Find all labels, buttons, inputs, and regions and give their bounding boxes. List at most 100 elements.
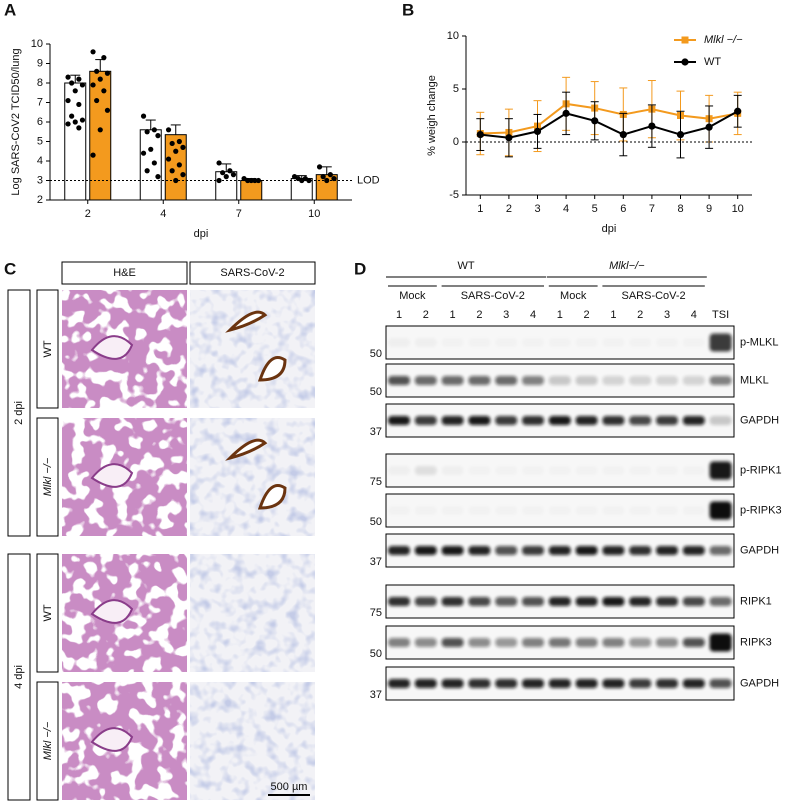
blot-label: GAPDH (740, 414, 779, 426)
blot-band (388, 376, 410, 385)
blot-band (656, 416, 678, 425)
blot-band (441, 416, 464, 425)
blot-band (415, 338, 437, 347)
blot-band (548, 546, 571, 555)
marker (533, 127, 542, 135)
data-point (169, 168, 175, 174)
data-point (101, 55, 107, 61)
column-header-box (189, 261, 316, 285)
blot-band (549, 466, 571, 475)
data-point (140, 150, 147, 156)
x-tick-label: 2 (85, 208, 91, 220)
blot-label: MLKL (740, 374, 769, 386)
blot-band (388, 506, 410, 515)
blot-band (468, 416, 491, 425)
row-box (36, 553, 59, 673)
blot-band (548, 376, 571, 385)
x-tick-label: 5 (592, 203, 598, 215)
blot-band (575, 638, 598, 647)
blot-band (548, 597, 571, 606)
data-point (155, 133, 161, 139)
lane-label: 1 (610, 309, 616, 321)
x-tick-label: 2 (506, 203, 512, 215)
data-point (230, 172, 237, 178)
blot-label: GAPDH (740, 677, 779, 689)
blot-band (522, 466, 544, 475)
ihc-stain (257, 356, 287, 382)
group-box (7, 289, 31, 537)
marker (562, 109, 570, 117)
blot-band (709, 597, 732, 606)
column-header: SARS-CoV-2 (220, 267, 284, 279)
x-axis-label: dpi (602, 223, 617, 235)
data-point (148, 146, 154, 152)
lane-label: 3 (664, 309, 670, 321)
blot-band (414, 416, 437, 425)
data-point (65, 121, 71, 127)
ihc-texture (190, 554, 315, 672)
blot-band (709, 333, 732, 352)
he-airway (90, 727, 134, 752)
he-airway (90, 335, 134, 360)
data-point (151, 160, 157, 166)
blot-band (441, 597, 464, 606)
lane-label: 2 (637, 309, 643, 321)
data-point (320, 174, 326, 180)
blot-band (656, 466, 678, 475)
y-tick-label: 0 (453, 136, 459, 148)
blot-band (682, 597, 705, 606)
bar (240, 180, 263, 201)
lane-label: 1 (557, 309, 563, 321)
blot-band (495, 466, 517, 475)
data-point (140, 113, 147, 119)
group-label: 4 dpi (13, 665, 25, 689)
data-point (220, 170, 226, 176)
mw-marker: 37 (370, 426, 382, 438)
blot-band (414, 546, 437, 555)
blot-band (709, 546, 732, 555)
data-point (144, 168, 150, 174)
group-label: WT (457, 260, 474, 272)
subgroup-label: SARS-CoV-2 (461, 290, 525, 302)
blot-band (656, 638, 678, 647)
data-point (65, 74, 71, 80)
panel-label: C (4, 259, 16, 278)
blot-band (495, 546, 518, 555)
data-point (169, 140, 175, 147)
data-point (165, 156, 172, 162)
column-header-box (61, 261, 188, 285)
blot-band (549, 338, 571, 347)
blot-band (468, 679, 491, 688)
blot-band (522, 376, 544, 385)
he-airway (90, 599, 134, 624)
data-point (97, 127, 103, 133)
blot-band (629, 546, 652, 555)
blot-band (576, 466, 598, 475)
panel-label: D (354, 259, 366, 278)
x-tick-label: 7 (236, 208, 242, 220)
blot-band (495, 638, 518, 647)
blot-band (388, 416, 410, 425)
blot-band (683, 338, 705, 347)
group-label: 2 dpi (13, 401, 25, 425)
data-point (180, 172, 186, 178)
panel-label: A (4, 0, 16, 19)
x-tick-label: 1 (477, 203, 483, 215)
data-point (216, 160, 222, 166)
data-point (104, 107, 111, 113)
blot-label: RIPK3 (740, 636, 772, 648)
series-line (480, 102, 738, 135)
blot-band (709, 376, 732, 385)
marker (676, 130, 685, 139)
lane-label: 2 (584, 309, 590, 321)
mw-marker: 75 (370, 607, 382, 619)
legend-marker (681, 36, 689, 44)
data-point (155, 174, 161, 180)
blot-band (495, 679, 518, 688)
blot-frame (385, 325, 735, 360)
data-point (97, 76, 103, 82)
scale-bar-label: 500 µm (271, 781, 308, 793)
blot-band (575, 376, 598, 385)
blot-band (414, 679, 437, 688)
blot-band (576, 506, 598, 515)
